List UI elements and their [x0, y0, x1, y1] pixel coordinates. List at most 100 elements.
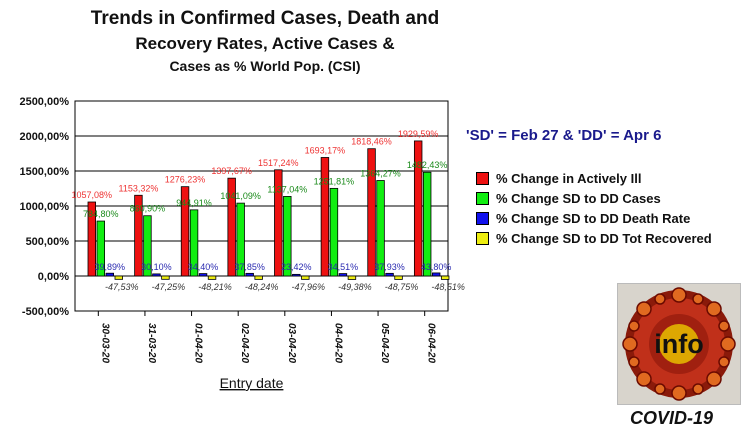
bar-4 — [161, 275, 170, 280]
bar-3 — [105, 272, 114, 277]
bar-1 — [227, 177, 236, 277]
bar-1 — [134, 194, 143, 277]
date-range-note: 'SD' = Feb 27 & 'DD' = Apr 6 — [466, 127, 662, 144]
bar-2 — [96, 220, 105, 277]
chart-title-line-2: Recovery Rates, Active Cases & — [135, 34, 395, 53]
y-tick-label: 500,00% — [26, 236, 70, 248]
legend-item: % Change SD to DD Cases — [476, 188, 712, 208]
data-label: 1397,67% — [211, 166, 252, 176]
virus-icon: info — [618, 284, 740, 404]
data-label: 34,40% — [188, 262, 219, 272]
logo-caption: COVID-19 — [630, 408, 714, 428]
data-label: -48,21% — [198, 282, 232, 292]
data-label: 37,85% — [234, 262, 265, 272]
data-label: 1517,24% — [258, 158, 299, 168]
bar-3 — [431, 272, 441, 277]
data-label: 860,90% — [130, 204, 166, 214]
bar-3 — [245, 272, 254, 277]
data-label: 39,89% — [95, 262, 126, 272]
legend-label: % Change SD to DD Death Rate — [496, 210, 691, 226]
x-tick-label: 02-04-20 — [239, 323, 250, 363]
data-label: -48,75% — [385, 282, 419, 292]
y-tick-label: 1000,00% — [19, 201, 69, 213]
data-label: -49,38% — [338, 282, 372, 292]
bar-4 — [301, 275, 310, 280]
logo-text: info — [654, 329, 703, 359]
data-label: 1251,81% — [314, 176, 355, 186]
x-tick-label: 06-04-20 — [426, 323, 437, 363]
x-tick-label: 31-03-20 — [146, 323, 157, 363]
data-label: 1364,27% — [360, 169, 401, 179]
bar-3 — [292, 273, 301, 277]
data-label: -47,53% — [105, 282, 139, 292]
data-label: 1276,23% — [165, 175, 206, 185]
legend-label: % Change in Actively Ill — [496, 170, 642, 186]
x-tick-label: 03-04-20 — [286, 323, 297, 363]
bar-3 — [152, 273, 161, 277]
data-label: -48,24% — [245, 282, 279, 292]
legend-label: % Change SD to DD Cases — [496, 190, 661, 206]
data-label: 37,93% — [374, 262, 405, 272]
data-label: -47,96% — [292, 282, 326, 292]
data-label: 23,42% — [281, 262, 312, 272]
y-tick-label: 0,00% — [38, 271, 69, 283]
data-label: 1057,08% — [72, 190, 113, 200]
bar-2 — [329, 187, 339, 277]
legend-swatch — [476, 211, 489, 225]
bar-1 — [274, 169, 283, 277]
legend-item: % Change SD to DD Death Rate — [476, 208, 712, 228]
data-label: 1693,17% — [305, 145, 346, 155]
data-label: 944,91% — [176, 198, 212, 208]
data-label: -48,51% — [431, 282, 465, 292]
bar-2 — [189, 209, 199, 277]
bar-1 — [87, 201, 96, 277]
chart-title-line-1: Trends in Confirmed Cases, Death and — [90, 8, 440, 29]
x-tick-label: 30-03-20 — [99, 323, 110, 363]
y-tick-label: 1500,00% — [19, 166, 69, 178]
data-label: 1929,59% — [398, 129, 439, 139]
data-label: 1482,43% — [407, 160, 448, 170]
bar-4 — [440, 275, 450, 280]
data-label: 1818,46% — [351, 137, 392, 147]
bar-4 — [207, 275, 217, 280]
data-label: 43,80% — [421, 262, 452, 272]
bar-1 — [320, 157, 330, 277]
bar-4 — [347, 275, 357, 280]
legend-swatch — [476, 171, 489, 185]
covid-info-logo: info — [617, 283, 741, 405]
bar-4 — [254, 275, 263, 280]
legend-swatch — [476, 231, 489, 245]
bar-2 — [422, 171, 432, 277]
legend-item: % Change in Actively Ill — [476, 168, 712, 188]
legend-label: % Change SD to DD Tot Recovered — [496, 230, 712, 246]
bar-2 — [143, 215, 152, 277]
data-label: -47,25% — [152, 282, 186, 292]
y-tick-label: 2500,00% — [19, 96, 69, 108]
bar-4 — [114, 275, 123, 280]
data-label: 1137,04% — [267, 184, 307, 194]
data-label: 1153,32% — [118, 183, 158, 193]
bar-3 — [385, 272, 394, 277]
x-tick-label: 05-04-20 — [379, 323, 390, 363]
bar-2 — [376, 180, 385, 277]
x-tick-label: 04-04-20 — [332, 323, 343, 363]
bar-3 — [338, 273, 348, 277]
bar-3 — [198, 273, 208, 277]
legend-item: % Change SD to DD Tot Recovered — [476, 228, 712, 248]
x-axis-title: Entry date — [220, 375, 284, 391]
chart-title-line-3: Cases as % World Pop. (CSI) — [169, 58, 361, 74]
bar-2 — [236, 202, 245, 277]
bar-1 — [413, 140, 423, 277]
bar-4 — [394, 275, 403, 280]
legend-swatch — [476, 191, 489, 205]
chart-legend: % Change in Actively Ill % Change SD to D… — [476, 168, 712, 248]
data-label: 30,10% — [141, 262, 172, 272]
data-label: 1041,09% — [220, 191, 261, 201]
bar-1 — [180, 186, 190, 277]
data-label: 784,80% — [83, 209, 119, 219]
data-label: 34,51% — [328, 262, 359, 272]
bar-1 — [367, 148, 376, 277]
bar-2 — [283, 196, 292, 277]
x-tick-label: 01-04-20 — [193, 323, 204, 363]
